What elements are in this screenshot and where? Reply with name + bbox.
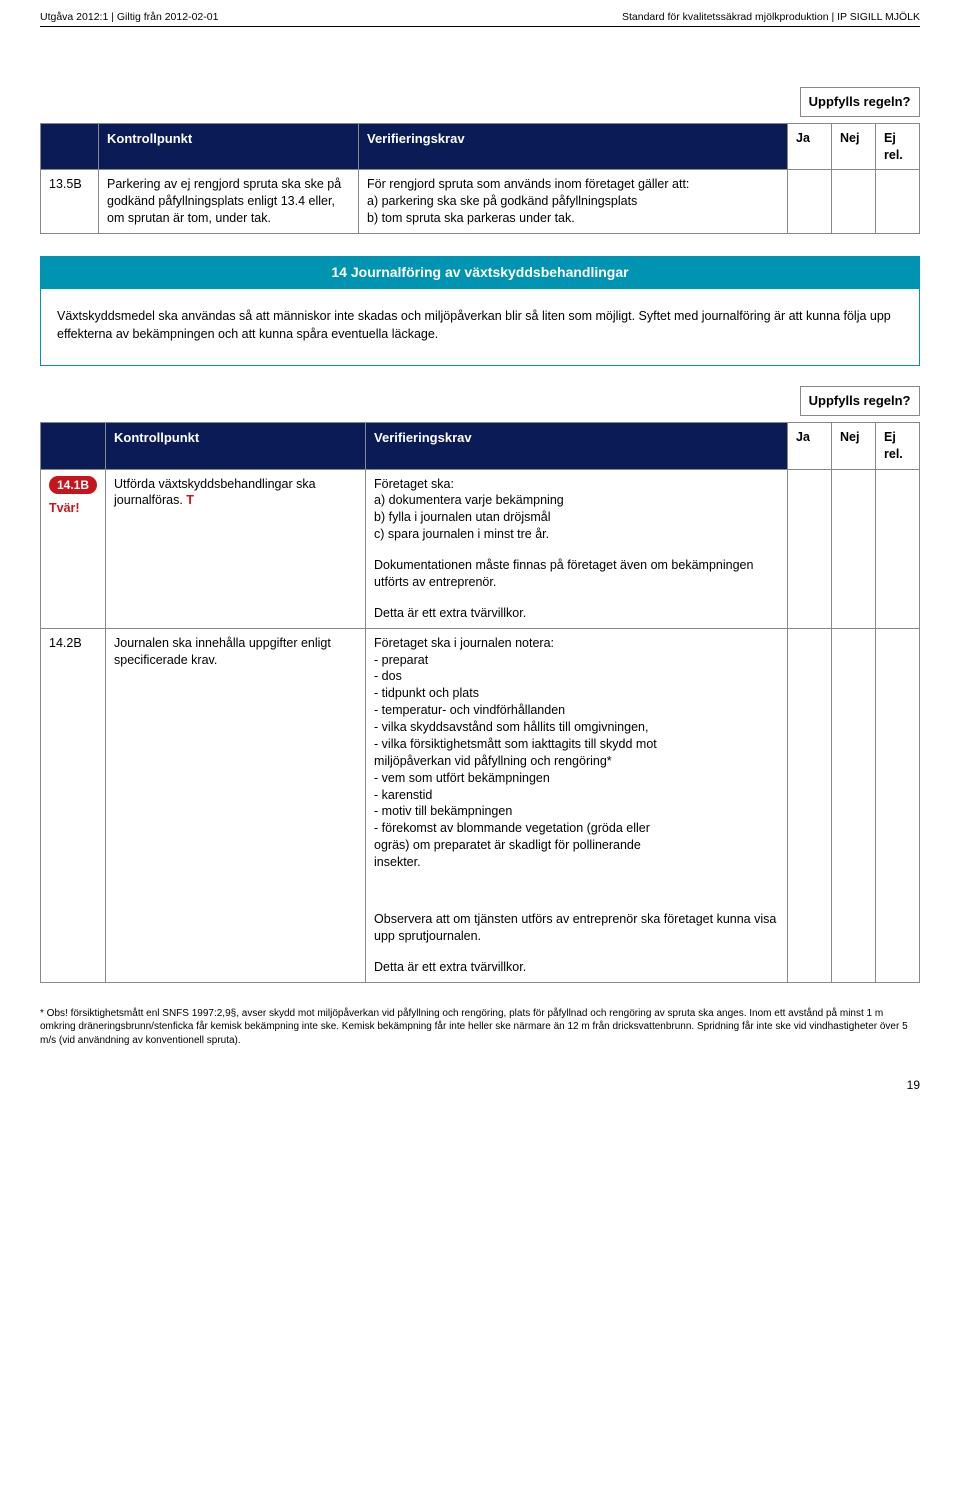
page-number: 19 [40,1077,920,1093]
row-verifieringskrav: Företaget ska: a) dokumentera varje bekä… [366,469,788,628]
kp-text: Utförda växtskyddsbehandlingar ska journ… [114,477,316,508]
row-verifieringskrav: För rengjord spruta som används inom för… [359,170,788,234]
vk-block-1: Företaget ska: a) dokumentera varje bekä… [374,476,779,544]
row-kontrollpunkt: Journalen ska innehålla uppgifter enligt… [106,628,366,982]
col-nej-header: Nej [832,123,876,170]
cell-ejrel[interactable] [876,170,920,234]
cell-ja[interactable] [788,170,832,234]
uppfylls-heading: Uppfylls regeln? [800,386,920,416]
kp-t-marker: T [186,493,194,507]
doc-edition: Utgåva 2012:1 | Giltig från 2012-02-01 [40,10,218,24]
cell-ja[interactable] [788,469,832,628]
tvar-label: Tvär! [49,501,80,515]
vk-block-2: Observera att om tjänsten utförs av entr… [374,911,779,945]
row-verifieringskrav: Företaget ska i journalen notera: - prep… [366,628,788,982]
vk-block-1: Företaget ska i journalen notera: - prep… [374,635,779,871]
col-nej-header: Nej [832,422,876,469]
vk-block-3: Detta är ett extra tvärvillkor. [374,959,779,976]
id-pill: 14.1B [49,476,97,494]
cell-nej[interactable] [832,170,876,234]
section-14-intro: Växtskyddsmedel ska användas så att männ… [57,307,903,343]
table-14: Uppfylls regeln? Kontrollpunkt Verifieri… [40,386,920,982]
section-14-intro-box: Växtskyddsmedel ska användas så att männ… [40,289,920,366]
row-kontrollpunkt: Parkering av ej rengjord spruta ska ske … [99,170,359,234]
col-ejrel-header: Ej rel. [876,422,920,469]
footnote: * Obs! försiktighetsmått enl SNFS 1997:2… [40,1007,920,1048]
cell-ja[interactable] [788,628,832,982]
cell-ejrel[interactable] [876,469,920,628]
row-id: 13.5B [41,170,99,234]
col-kontrollpunkt-header: Kontrollpunkt [99,123,359,170]
row-id: 14.2B [41,628,106,982]
col-id-header [41,123,99,170]
vk-block-2: Dokumentationen måste finnas på företage… [374,557,779,591]
section-14-header: 14 Journalföring av växtskyddsbehandling… [40,256,920,289]
uppfylls-heading: Uppfylls regeln? [800,87,920,117]
table-row: 14.1B Tvär! Utförda växtskyddsbehandling… [41,469,920,628]
table-row: 14.2B Journalen ska innehålla uppgifter … [41,628,920,982]
row-id: 14.1B Tvär! [41,469,106,628]
table-13: Uppfylls regeln? Kontrollpunkt Verifieri… [40,87,920,234]
col-verifieringskrav-header: Verifieringskrav [359,123,788,170]
doc-header: Utgåva 2012:1 | Giltig från 2012-02-01 S… [40,10,920,27]
col-kontrollpunkt-header: Kontrollpunkt [106,422,366,469]
doc-title-right: Standard för kvalitetssäkrad mjölkproduk… [622,10,920,24]
col-ja-header: Ja [788,123,832,170]
vk-block-3: Detta är ett extra tvärvillkor. [374,605,779,622]
col-id-header [41,422,106,469]
col-ejrel-header: Ej rel. [876,123,920,170]
table-row: 13.5B Parkering av ej rengjord spruta sk… [41,170,920,234]
cell-nej[interactable] [832,628,876,982]
col-verifieringskrav-header: Verifieringskrav [366,422,788,469]
cell-nej[interactable] [832,469,876,628]
cell-ejrel[interactable] [876,628,920,982]
row-kontrollpunkt: Utförda växtskyddsbehandlingar ska journ… [106,469,366,628]
col-ja-header: Ja [788,422,832,469]
